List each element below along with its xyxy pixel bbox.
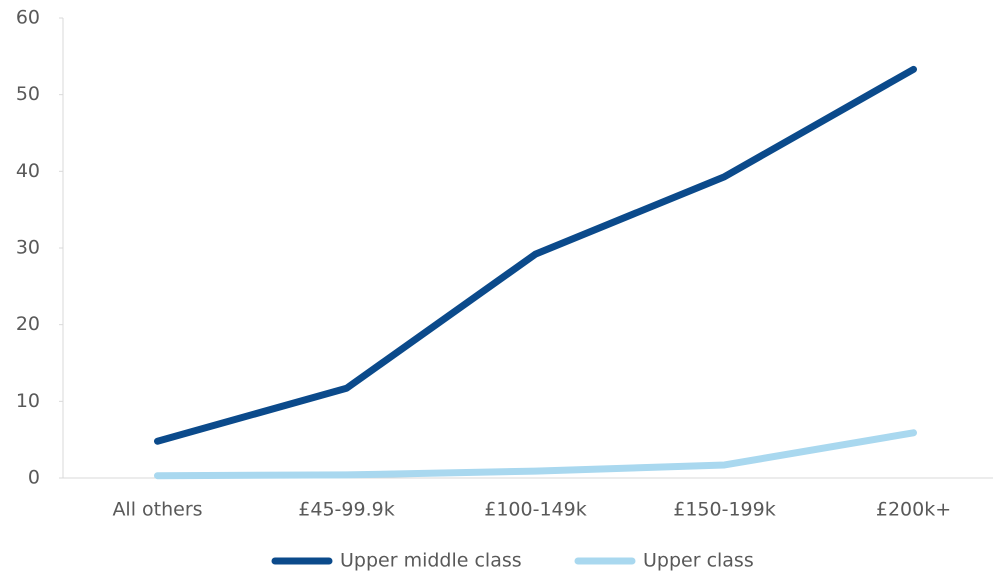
x-tick-label: £45-99.9k — [298, 499, 394, 521]
x-tick-label: £200k+ — [876, 499, 951, 521]
y-tick-label: 30 — [16, 237, 40, 259]
legend-label: Upper middle class — [340, 550, 522, 572]
line — [154, 429, 917, 480]
x-tick-label: All others — [112, 499, 202, 521]
x-tick-label: £100-149k — [484, 499, 586, 521]
x-tick-label: £150-199k — [673, 499, 775, 521]
y-tick-label: 10 — [16, 390, 40, 412]
y-tick-label: 60 — [16, 7, 40, 29]
y-tick-label: 0 — [28, 467, 40, 489]
y-tick-label: 50 — [16, 83, 40, 105]
line — [154, 65, 917, 445]
legend-label: Upper class — [643, 550, 754, 572]
y-tick-label: 20 — [16, 313, 40, 335]
y-tick-label: 40 — [16, 160, 40, 182]
